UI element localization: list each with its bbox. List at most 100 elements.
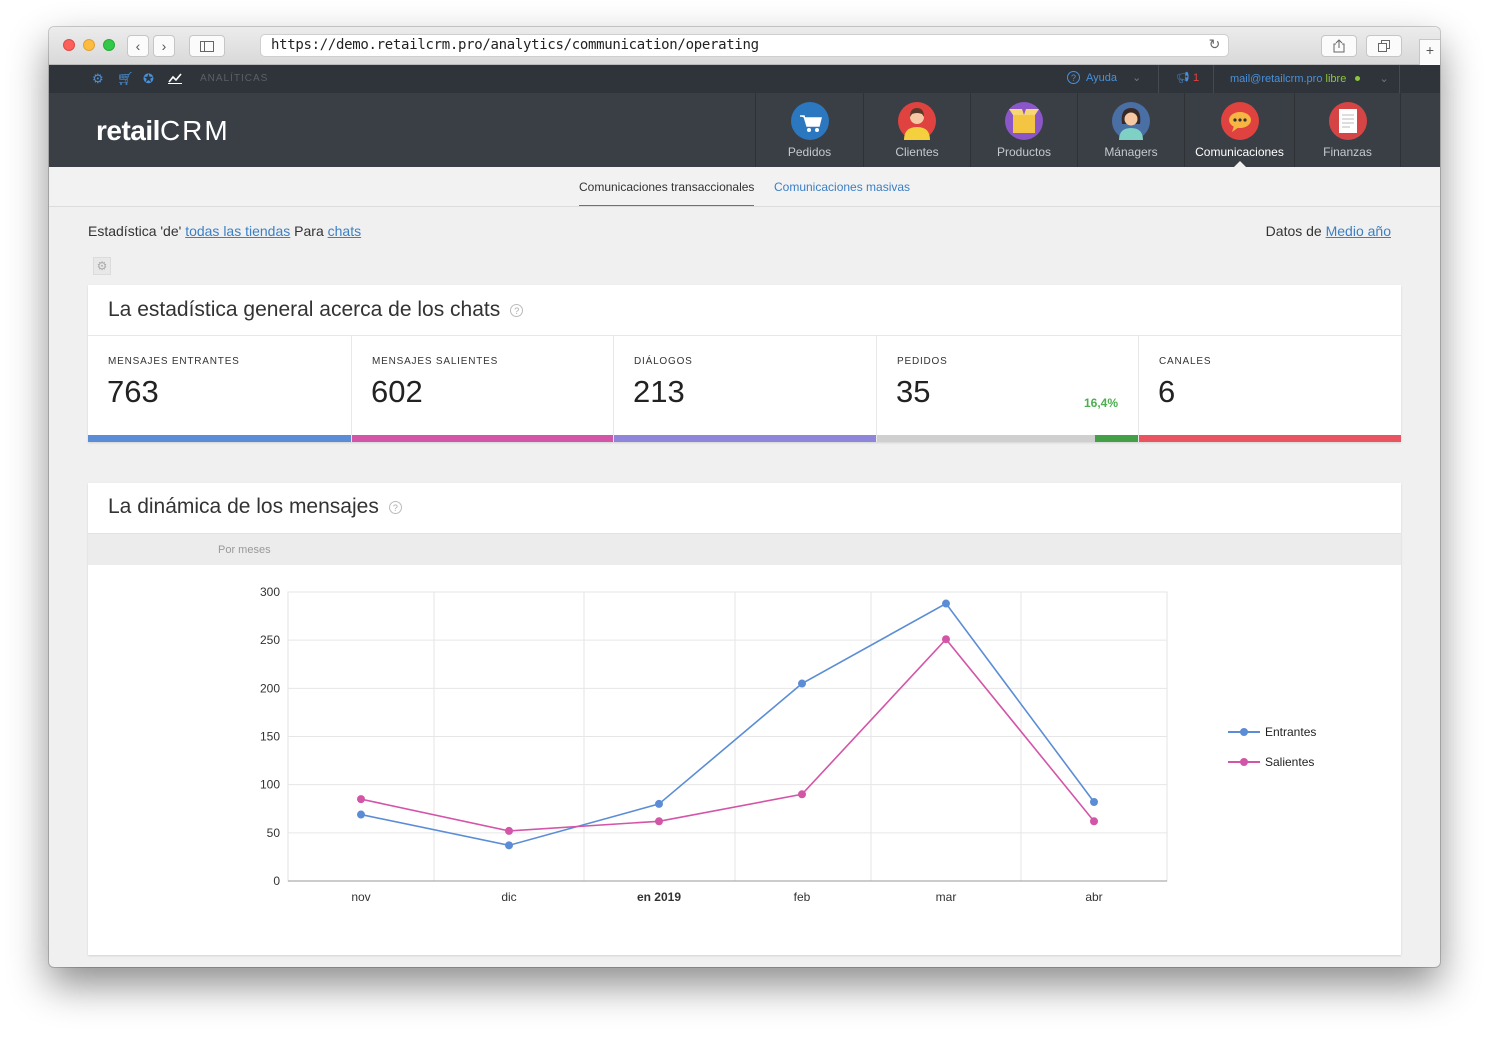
data-point-salientes [655, 817, 663, 826]
chevron-down-icon: ⌄ [1379, 73, 1389, 85]
user-menu[interactable]: mail@retailcrm.pro libre ⌄ [1230, 72, 1389, 85]
nav-item-comunicaciones[interactable]: Comunicaciones [1184, 93, 1294, 167]
nav-item-finanzas[interactable]: Finanzas [1294, 93, 1401, 167]
zoom-window-button[interactable] [103, 39, 115, 51]
legend-swatch-dot [1240, 728, 1248, 736]
stat-value: 763 [107, 374, 159, 409]
period-link[interactable]: Medio año [1325, 223, 1391, 239]
tabs-icon [1378, 40, 1390, 52]
stat-value: 6 [1158, 374, 1176, 409]
data-point-entrantes [942, 599, 950, 608]
settings-gear-icon[interactable]: ⚙ [92, 71, 104, 86]
nav-item-pedidos[interactable]: Pedidos [755, 93, 863, 167]
help-menu[interactable]: ? Ayuda ⌄ [1067, 71, 1141, 84]
retailcrm-logo[interactable]: retailCRM [96, 115, 230, 147]
nav-item-clientes[interactable]: Clientes [863, 93, 970, 167]
plus-icon: + [1425, 42, 1435, 58]
nav-label: Comunicaciones [1195, 145, 1284, 159]
address-bar[interactable]: https://demo.retailcrm.pro/analytics/com… [260, 34, 1229, 57]
dynamics-panel: La dinámica de los mensajes? Por meses 0… [88, 483, 1401, 955]
active-indicator [1233, 161, 1246, 167]
stat-value: 213 [633, 374, 685, 409]
tabs-button[interactable] [1366, 35, 1402, 57]
share-icon [1333, 39, 1345, 53]
data-point-entrantes [1090, 798, 1098, 807]
series-line-salientes [360, 637, 1095, 832]
logo-text-crm: CRM [159, 115, 230, 146]
megaphone-icon: 📢︎ [1176, 72, 1190, 84]
online-status-dot [1355, 76, 1361, 81]
statistics-filter: Estadística 'de' todas las tiendas Para … [88, 223, 361, 239]
series-line-entrantes [360, 602, 1095, 847]
data-point-salientes [798, 790, 806, 799]
summary-title-text: La estadística general acerca de los cha… [108, 298, 501, 321]
cart-icon [790, 102, 829, 140]
y-tick-label: 250 [260, 633, 280, 647]
stores-filter-link[interactable]: todas las tiendas [185, 223, 291, 239]
data-point-salientes [357, 795, 365, 804]
reload-icon[interactable]: ↻ [1208, 37, 1221, 53]
minimize-window-button[interactable] [83, 39, 95, 51]
integration-icon[interactable]: ✪ [143, 71, 154, 86]
help-icon[interactable]: ? [510, 303, 524, 317]
stat-caption: MENSAJES SALIENTES [372, 356, 499, 367]
notifications-count: 1 [1193, 72, 1200, 84]
filter-for: Para [294, 223, 324, 239]
stat-card-orders: PEDIDOS 35 16,4% [876, 335, 1138, 442]
channel-filter-link[interactable]: chats [327, 223, 362, 239]
share-button[interactable] [1321, 35, 1357, 57]
shop-cart-icon[interactable]: 🛒︎ [117, 71, 134, 86]
x-tick-label: en 2019 [637, 890, 681, 904]
y-tick-label: 150 [260, 730, 280, 744]
help-icon[interactable]: ? [388, 500, 402, 514]
dynamics-title: La dinámica de los mensajes? [108, 495, 402, 519]
sidebar-button[interactable] [189, 35, 225, 57]
communication-subtabs: Comunicaciones transaccionales Comunicac… [49, 167, 1440, 207]
y-tick-label: 50 [267, 826, 281, 840]
stat-caption: MENSAJES ENTRANTES [108, 356, 240, 367]
nav-label: Finanzas [1323, 145, 1372, 159]
tab-transaccionales[interactable]: Comunicaciones transaccionales [579, 180, 755, 206]
y-tick-label: 100 [260, 778, 280, 792]
data-point-entrantes [798, 679, 806, 688]
section-label: ANALÍTICAS [200, 73, 269, 84]
sidebar-icon [200, 41, 214, 52]
nav-item-productos[interactable]: Productos [970, 93, 1077, 167]
url-text: https://demo.retailcrm.pro/analytics/com… [271, 37, 759, 53]
data-point-entrantes [357, 810, 365, 819]
tab-por-meses[interactable]: Por meses [218, 544, 271, 556]
legend-label: Entrantes [1265, 725, 1316, 739]
stat-card-incoming: MENSAJES ENTRANTES 763 [88, 335, 351, 442]
stat-percent: 16,4% [1083, 396, 1118, 410]
chevron-down-icon: ⌄ [1132, 72, 1142, 84]
nav-item-managers[interactable]: Mánagers [1077, 93, 1184, 167]
data-point-entrantes [655, 799, 663, 808]
forward-button[interactable]: › [153, 35, 175, 57]
notifications-button[interactable]: 📢︎ 1 [1176, 71, 1199, 84]
x-tick-label: mar [936, 890, 957, 904]
ledger-icon [1328, 102, 1367, 140]
new-tab-button[interactable]: + [1419, 39, 1440, 65]
logo-text-retail: retail [96, 115, 160, 146]
data-point-salientes [1090, 817, 1098, 826]
plan-label: libre [1325, 73, 1347, 85]
stat-card-dialogs: DIÁLOGOS 213 [613, 335, 876, 442]
legend-label: Salientes [1265, 755, 1314, 769]
stat-color-bar [877, 435, 1138, 442]
analytics-icon[interactable] [168, 71, 182, 87]
box-icon [1005, 102, 1043, 140]
chart-tabs: Por meses [88, 533, 1401, 565]
dynamics-title-text: La dinámica de los mensajes [108, 495, 379, 518]
close-window-button[interactable] [63, 39, 75, 51]
tab-masivas[interactable]: Comunicaciones masivas [774, 180, 911, 194]
nav-label: Pedidos [787, 145, 832, 159]
widget-settings-gear-icon[interactable]: ⚙ [93, 257, 111, 275]
stat-color-bar [1139, 435, 1401, 442]
x-tick-label: feb [794, 890, 811, 904]
data-point-entrantes [505, 841, 513, 850]
x-tick-label: dic [501, 890, 516, 904]
back-button[interactable]: ‹ [127, 35, 149, 57]
nav-label: Mánagers [1104, 145, 1158, 159]
stat-card-outgoing: MENSAJES SALIENTES 602 [351, 335, 613, 442]
browser-window: ‹ › https://demo.retailcrm.pro/analytics… [49, 27, 1440, 967]
